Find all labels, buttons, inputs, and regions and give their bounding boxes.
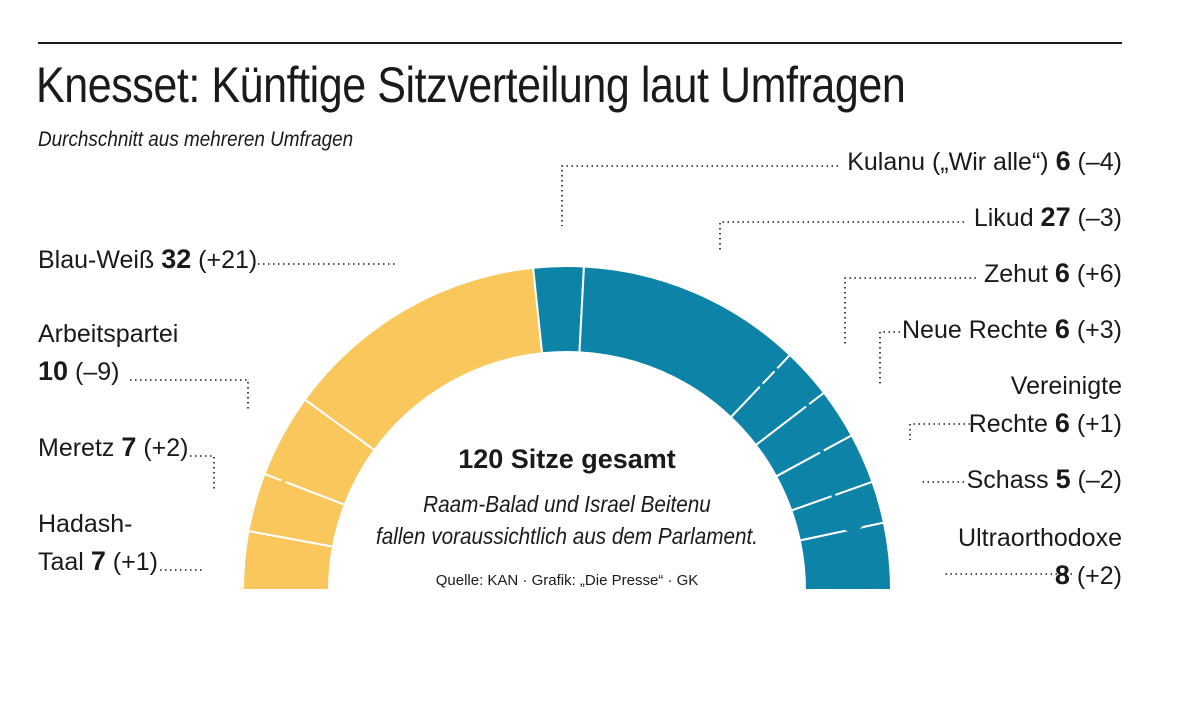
party-label: Taal 7 (+1) xyxy=(38,546,158,576)
total-seats: 120 Sitze gesamt xyxy=(458,444,676,474)
source-credit: Quelle: KAN · Grafik: „Die Presse“ · GK xyxy=(435,572,699,589)
party-label: Hadash- xyxy=(38,510,133,538)
party-label: 10 (–9) xyxy=(38,356,119,386)
party-label: Blau-Weiß 32 (+21) xyxy=(38,244,257,274)
chart-title: Knesset: Künftige Sitzverteilung laut Um… xyxy=(36,57,906,113)
center-note: Raam-Balad und Israel Beitenu fallen vor… xyxy=(376,491,758,549)
party-label: Kulanu („Wir alle“) 6 (–4) xyxy=(847,146,1122,176)
party-label: Likud 27 (–3) xyxy=(974,202,1122,232)
top-rule xyxy=(38,42,1122,44)
party-label: Meretz 7 (+2) xyxy=(38,432,189,462)
leader-line xyxy=(190,455,215,490)
chart-subtitle: Durchschnitt aus mehreren Umfragen xyxy=(38,128,354,151)
party-label: Ultraorthodoxe xyxy=(958,524,1122,552)
seat-segment xyxy=(798,521,893,591)
party-label: Schass 5 (–2) xyxy=(967,464,1122,494)
party-label: Rechte 6 (+1) xyxy=(969,408,1122,438)
leader-line xyxy=(719,221,964,250)
leader-line xyxy=(909,423,970,440)
leader-line xyxy=(844,277,976,346)
leader-line xyxy=(561,165,838,226)
leader-line xyxy=(879,331,900,386)
party-label: Arbeitspartei xyxy=(38,320,178,348)
party-label: 8 (+2) xyxy=(1055,560,1122,590)
party-label: Vereinigte xyxy=(1011,372,1122,400)
leader-line xyxy=(130,379,249,412)
party-label: Neue Rechte 6 (+3) xyxy=(902,314,1122,344)
party-label: Zehut 6 (+6) xyxy=(984,258,1122,288)
seat-segment xyxy=(532,265,586,355)
